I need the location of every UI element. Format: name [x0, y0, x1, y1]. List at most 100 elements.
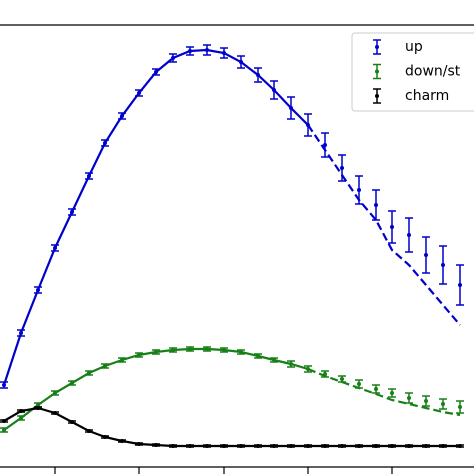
- error-point: [287, 96, 295, 120]
- error-point: [456, 264, 464, 306]
- point: [458, 444, 462, 448]
- point: [2, 428, 6, 432]
- error-point: [388, 444, 396, 448]
- point: [458, 283, 462, 287]
- point: [357, 444, 361, 448]
- error-point: [152, 443, 160, 447]
- error-point: [456, 400, 464, 414]
- point: [137, 442, 141, 446]
- point: [53, 411, 57, 415]
- error-point: [304, 365, 312, 373]
- point: [19, 409, 23, 413]
- error-point: [118, 112, 126, 120]
- error-point: [456, 444, 464, 448]
- legend-box: [351, 32, 474, 112]
- error-point: [85, 172, 93, 180]
- error-point: [68, 420, 76, 424]
- point: [154, 70, 158, 74]
- point: [205, 48, 209, 52]
- error-point: [186, 444, 194, 448]
- error-point: [118, 439, 126, 443]
- error-point: [152, 349, 160, 355]
- point: [272, 444, 276, 448]
- error-point: [85, 429, 93, 433]
- error-point: [321, 132, 329, 158]
- error-point: [135, 352, 143, 358]
- point: [222, 51, 226, 55]
- point: [272, 358, 276, 362]
- error-point: [169, 53, 177, 63]
- error-point: [372, 384, 380, 394]
- point: [272, 88, 276, 92]
- point: [120, 439, 124, 443]
- error-point: [422, 444, 430, 448]
- error-point: [186, 346, 194, 352]
- error-point: [388, 210, 396, 244]
- point: [374, 444, 378, 448]
- point: [70, 381, 74, 385]
- point: [137, 91, 141, 95]
- point: [256, 444, 260, 448]
- error-point: [254, 444, 262, 448]
- legend-label: down/st: [405, 64, 461, 80]
- error-point: [186, 46, 194, 56]
- legend-dot: [375, 69, 379, 74]
- error-point: [287, 360, 295, 368]
- error-point: [338, 154, 346, 182]
- point: [87, 174, 91, 178]
- point: [407, 233, 411, 237]
- point: [239, 350, 243, 354]
- point: [390, 391, 394, 395]
- error-point: [203, 444, 211, 448]
- extrapolation-line: [307, 124, 461, 326]
- error-point: [0, 419, 8, 423]
- point: [205, 347, 209, 351]
- point: [53, 391, 57, 395]
- error-point: [321, 444, 329, 448]
- point: [120, 114, 124, 118]
- fit-line: [2, 48, 309, 386]
- point: [441, 263, 445, 267]
- error-point: [237, 444, 245, 448]
- error-point: [220, 47, 228, 59]
- point: [87, 429, 91, 433]
- error-point: [254, 353, 262, 359]
- point: [154, 443, 158, 447]
- legend-dot: [375, 45, 379, 49]
- error-point: [135, 442, 143, 446]
- point: [424, 253, 428, 257]
- point: [289, 444, 293, 448]
- point: [256, 354, 260, 358]
- error-point: [405, 444, 413, 448]
- point: [171, 56, 175, 60]
- point: [357, 382, 361, 386]
- point: [390, 444, 394, 448]
- error-point: [338, 444, 346, 448]
- error-point: [338, 375, 346, 383]
- point: [103, 364, 107, 368]
- point: [205, 444, 209, 448]
- error-point: [270, 357, 278, 363]
- error-point: [355, 444, 363, 448]
- error-point: [388, 388, 396, 398]
- point: [289, 362, 293, 366]
- point: [407, 444, 411, 448]
- error-point: [287, 444, 295, 448]
- point: [103, 141, 107, 145]
- fit-line: [3, 347, 309, 431]
- error-point: [152, 68, 160, 76]
- point: [70, 420, 74, 424]
- error-point: [304, 113, 312, 137]
- error-point: [405, 392, 413, 404]
- point: [36, 403, 40, 407]
- point: [289, 106, 293, 110]
- point: [390, 225, 394, 229]
- error-point: [321, 370, 329, 378]
- error-point: [372, 444, 380, 448]
- error-point: [203, 346, 211, 352]
- error-point: [51, 244, 59, 252]
- point: [323, 372, 327, 376]
- error-point: [220, 347, 228, 353]
- point: [424, 444, 428, 448]
